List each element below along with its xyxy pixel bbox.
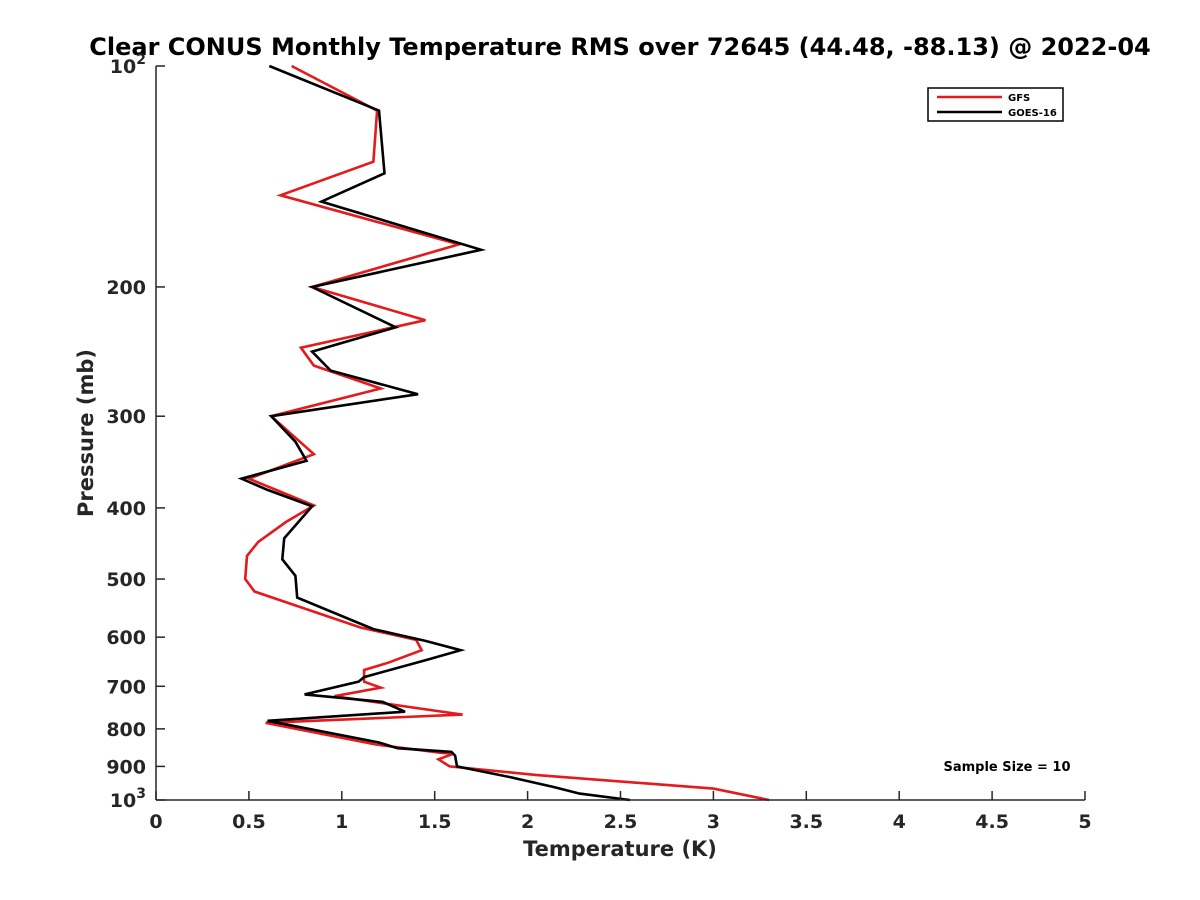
legend-box	[927, 87, 1064, 122]
y-axis-label: Pressure (mb)	[74, 349, 98, 517]
y-tick-exponent: 2	[136, 52, 146, 68]
x-tick-label: 4	[893, 811, 906, 833]
x-tick-label: 5	[1078, 811, 1091, 833]
y-tick-label: 900	[106, 756, 146, 778]
chart-title: Clear CONUS Monthly Temperature RMS over…	[89, 33, 1150, 61]
y-tick-base: 10	[110, 790, 136, 812]
x-tick-label: 3	[707, 811, 720, 833]
y-tick-base: 10	[110, 56, 136, 78]
plot-area: 0 0.5 1 1.5 2 2.5 3 3.5 4 4.5 5 102200300400500600…	[106, 52, 1091, 833]
y-tick-label: 102	[110, 52, 146, 78]
x-tick-label: 2.5	[604, 811, 638, 833]
x-ticks: 0 0.5 1 1.5 2 2.5 3 3.5 4 4.5 5	[149, 791, 1092, 833]
x-tick-label: 2	[521, 811, 534, 833]
series-line-goes-16	[237, 64, 630, 802]
y-tick-label: 103	[110, 786, 146, 812]
y-tick-label: 500	[106, 569, 146, 591]
y-tick-label: 800	[106, 719, 146, 741]
series-line-gfs	[243, 64, 770, 802]
x-tick-label: 3.5	[789, 811, 823, 833]
x-tick-label: 1	[335, 811, 348, 833]
y-tick-label: 700	[106, 676, 146, 698]
y-tick-label: 200	[106, 277, 146, 299]
x-tick-label: 0.5	[232, 811, 266, 833]
sample-size-annotation: Sample Size = 10	[943, 760, 1070, 775]
y-tick-label: 600	[106, 627, 146, 649]
y-tick-label: 400	[106, 498, 146, 520]
x-axis-label: Temperature (K)	[523, 837, 717, 861]
legend-label: GFS	[1008, 93, 1030, 104]
legend-label: GOES-16	[1008, 108, 1057, 119]
legend-items: GFS GOES-16	[937, 93, 1057, 119]
series-layer	[237, 64, 770, 802]
y-tick-label: 300	[106, 406, 146, 428]
x-tick-label: 0	[149, 811, 162, 833]
y-tick-exponent: 3	[136, 786, 146, 802]
x-tick-label: 4.5	[975, 811, 1009, 833]
x-tick-label: 1.5	[418, 811, 452, 833]
legend: GFS GOES-16	[927, 87, 1064, 122]
